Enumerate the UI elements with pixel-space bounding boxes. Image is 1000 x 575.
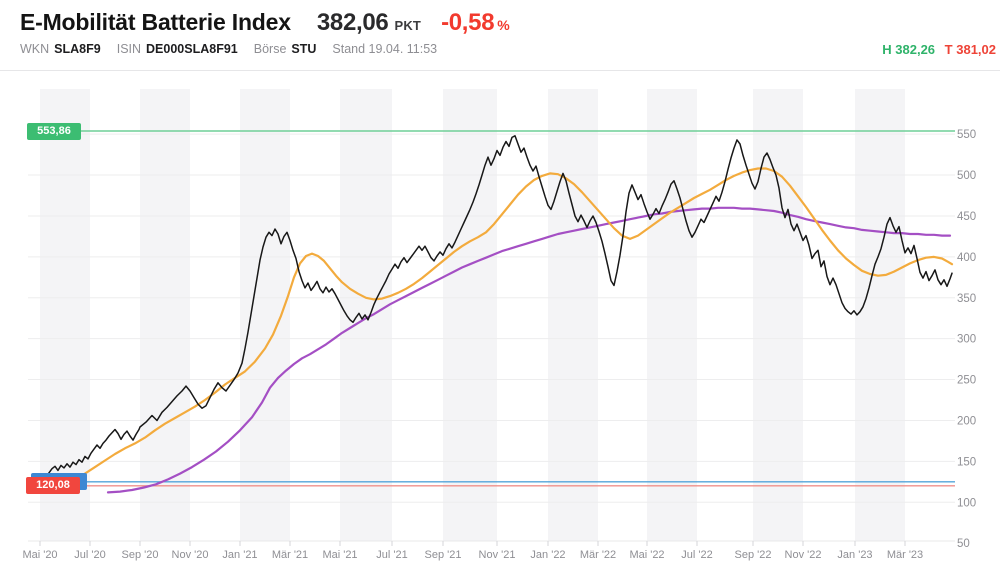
isin-value: DE000SLA8F91 bbox=[146, 42, 238, 56]
day-low-value: 381,02 bbox=[956, 42, 996, 57]
wkn-label: WKN bbox=[20, 42, 50, 56]
change-value: -0,58 bbox=[441, 9, 495, 36]
x-axis-label: Sep '21 bbox=[425, 549, 462, 561]
price-chart[interactable]: 50 100 150 200 250 300 350 400 450 500 550 Mai '20 J… bbox=[0, 71, 1000, 575]
y-axis-label: 350 bbox=[957, 293, 976, 305]
index-unit: PKT bbox=[394, 18, 422, 33]
x-axis-label: Jul '20 bbox=[74, 549, 105, 561]
header: E-Mobilität Batterie Index 382,06 PKT -0… bbox=[0, 0, 1000, 71]
month-stripe bbox=[855, 89, 905, 541]
x-axis-label: Sep '20 bbox=[122, 549, 159, 561]
y-axis-label: 200 bbox=[957, 415, 976, 427]
boerse-label: Börse bbox=[253, 42, 287, 56]
y-axis-label: 300 bbox=[957, 334, 976, 346]
x-axis-label: Mai '21 bbox=[322, 549, 357, 561]
stand-timestamp: Stand 19.04. 11:53 bbox=[332, 42, 438, 56]
boerse-value: STU bbox=[291, 42, 317, 56]
x-axis-label: Mär '23 bbox=[887, 549, 923, 561]
index-quote: 382,06 PKT -0,58% bbox=[317, 9, 510, 37]
x-axis-label: Jan '21 bbox=[222, 549, 257, 561]
ma-slow-line bbox=[106, 206, 952, 494]
x-axis-label: Mai '22 bbox=[629, 549, 664, 561]
day-high-low: H 382,26 T 381,02 bbox=[882, 42, 996, 57]
x-axis-label: Jan '22 bbox=[530, 549, 565, 561]
y-axis-label: 100 bbox=[957, 497, 976, 509]
month-stripe bbox=[340, 89, 392, 541]
isin-label: ISIN bbox=[116, 42, 142, 56]
day-high-label: H bbox=[882, 42, 892, 57]
price-line bbox=[27, 135, 953, 486]
x-axis-label: Nov '22 bbox=[785, 549, 822, 561]
x-axis-label: Sep '22 bbox=[735, 549, 772, 561]
wkn-value: SLA8F9 bbox=[54, 42, 101, 56]
x-axis-label: Nov '20 bbox=[172, 549, 209, 561]
chart-canvas[interactable]: 50 100 150 200 250 300 350 400 450 500 550 Mai '20 J… bbox=[0, 71, 1000, 575]
day-low: T 381,02 bbox=[945, 42, 996, 57]
x-axis-label: Mär '22 bbox=[580, 549, 616, 561]
y-axis-label: 250 bbox=[957, 375, 976, 387]
y-axis-label: 50 bbox=[957, 538, 970, 550]
x-axis-label: Mai '20 bbox=[22, 549, 57, 561]
y-axis-label: 150 bbox=[957, 456, 976, 468]
all-time-high-badge: 553,86 bbox=[27, 122, 81, 140]
x-axis-label: Jan '23 bbox=[837, 549, 872, 561]
month-stripe bbox=[240, 89, 290, 541]
x-axis-label: Jul '21 bbox=[376, 549, 407, 561]
x-axis-label: Jul '22 bbox=[681, 549, 712, 561]
x-axis-label: Mär '21 bbox=[272, 549, 308, 561]
day-high-value: 382,26 bbox=[895, 42, 936, 57]
ma-fast-line bbox=[53, 167, 954, 487]
change-percent: -0,58% bbox=[441, 9, 510, 37]
month-stripe bbox=[647, 89, 697, 541]
all-time-low-badge: 120,08 bbox=[26, 477, 80, 495]
month-stripe bbox=[753, 89, 803, 541]
y-axis-label: 400 bbox=[957, 252, 976, 264]
month-stripe bbox=[548, 89, 598, 541]
page-title: E-Mobilität Batterie Index bbox=[20, 9, 291, 35]
day-high: H 382,26 bbox=[882, 42, 935, 57]
month-stripe bbox=[443, 89, 497, 541]
x-axis-label: Nov '21 bbox=[479, 549, 516, 561]
percent-sign: % bbox=[497, 17, 510, 33]
y-axis-label: 550 bbox=[957, 129, 976, 141]
y-axis-label: 500 bbox=[957, 170, 976, 182]
day-low-label: T bbox=[944, 42, 953, 57]
y-axis-label: 450 bbox=[957, 211, 976, 223]
month-stripe bbox=[140, 89, 190, 541]
instrument-meta: WKN SLA8F9 ISIN DE000SLA8F91 Börse STU S… bbox=[0, 37, 1000, 56]
index-value: 382,06 bbox=[316, 9, 389, 36]
